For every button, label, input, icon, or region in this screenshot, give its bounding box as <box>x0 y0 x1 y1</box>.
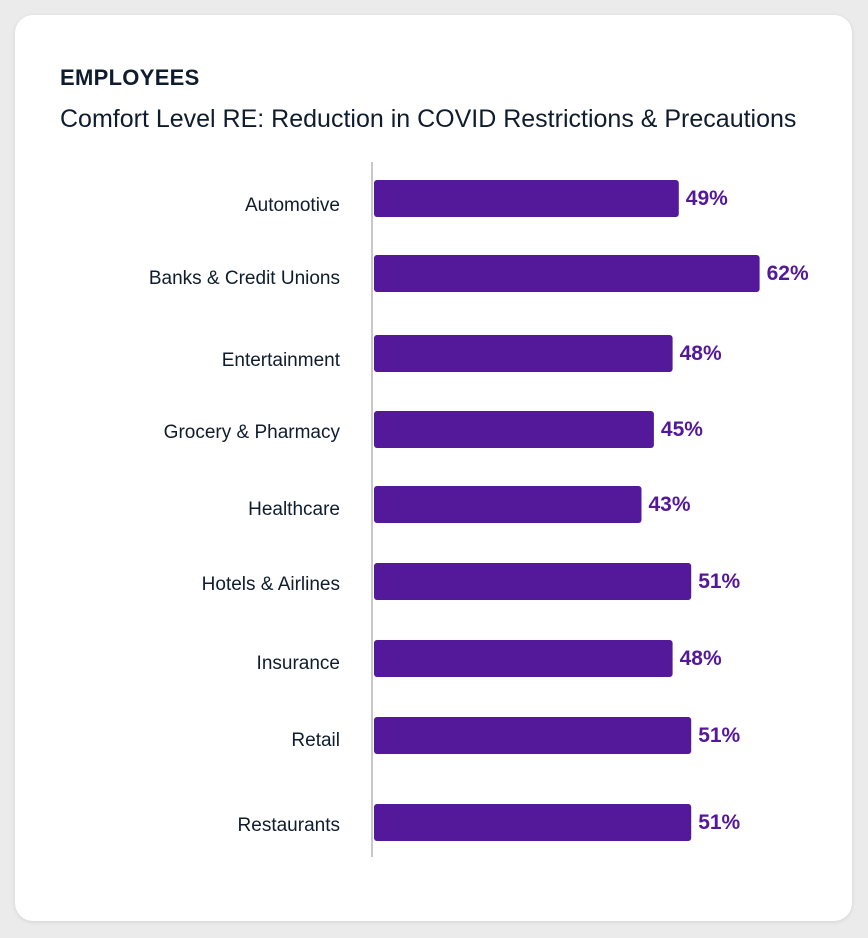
category-label-0: Automotive <box>245 195 340 216</box>
value-label-2: 48% <box>680 342 722 365</box>
category-label-3: Grocery & Pharmacy <box>164 422 341 443</box>
category-label-2: Entertainment <box>222 350 341 371</box>
bar-5 <box>374 563 692 600</box>
value-label-3: 45% <box>661 418 703 441</box>
bar-0 <box>374 180 679 217</box>
value-label-6: 48% <box>680 647 722 670</box>
category-label-5: Hotels & Airlines <box>202 574 340 595</box>
chart-subtitle: Comfort Level RE: Reduction in COVID Res… <box>60 105 797 133</box>
bar-8 <box>374 804 692 841</box>
bar-6 <box>374 640 673 677</box>
bar-7 <box>374 717 692 754</box>
category-label-8: Restaurants <box>238 815 340 836</box>
bars-group: Automotive 49% Banks & Credit Unions 62% Ent… <box>149 180 809 841</box>
bar-2 <box>374 335 673 372</box>
category-label-1: Banks & Credit Unions <box>149 268 340 289</box>
chart-eyebrow-title: EMPLOYEES <box>60 65 200 90</box>
category-label-4: Healthcare <box>248 499 340 520</box>
bar-1 <box>374 255 760 292</box>
bar-3 <box>374 411 654 448</box>
value-label-8: 51% <box>698 811 740 834</box>
chart-card: EMPLOYEES Comfort Level RE: Reduction in… <box>15 15 852 921</box>
category-label-7: Retail <box>291 730 340 751</box>
value-label-0: 49% <box>686 187 728 210</box>
bar-4 <box>374 486 642 523</box>
value-label-1: 62% <box>767 262 809 285</box>
value-label-5: 51% <box>698 570 740 593</box>
value-label-7: 51% <box>698 724 740 747</box>
category-label-6: Insurance <box>257 653 340 674</box>
value-label-4: 43% <box>649 493 691 516</box>
